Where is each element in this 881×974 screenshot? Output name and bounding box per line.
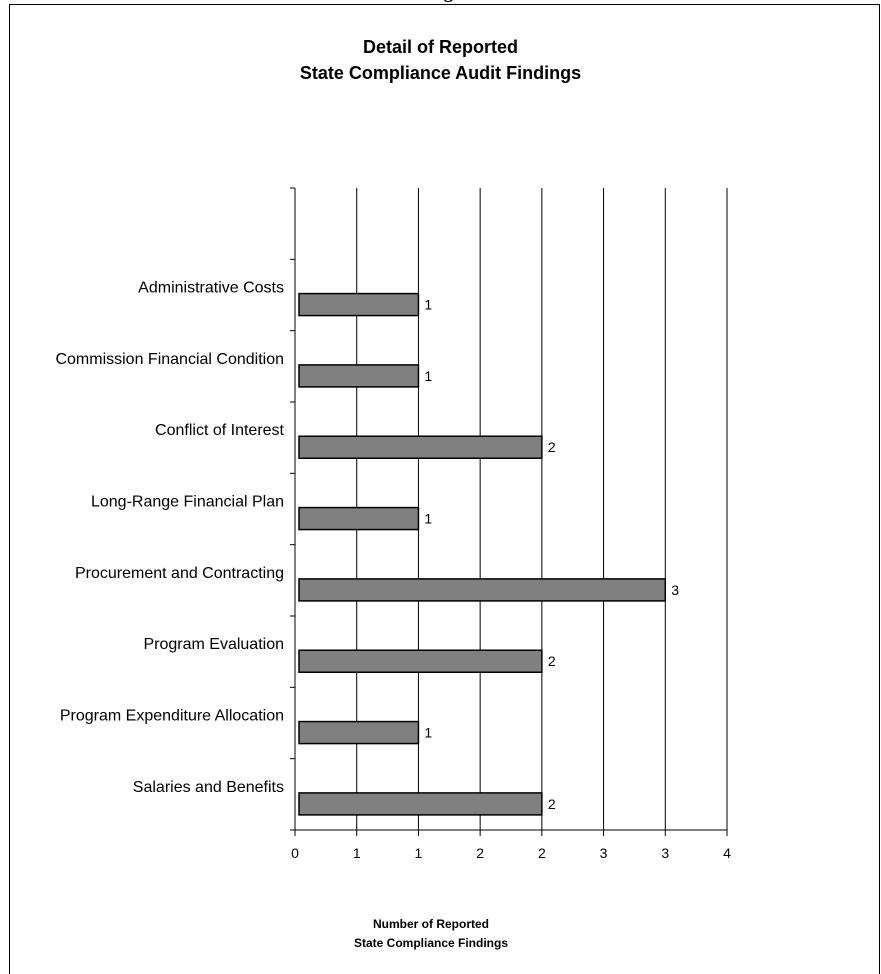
category-label: Program Evaluation [143,636,284,653]
bars [298,292,667,816]
x-axis-title: Number of Reported State Compliance Find… [311,915,551,953]
bar-7 [298,792,543,816]
x-tick-label: 2 [538,845,546,861]
bar-1 [298,364,420,388]
data-label: 1 [424,725,432,741]
x-tick-label: 2 [476,845,484,861]
data-label: 2 [548,796,556,812]
category-label: Procurement and Contracting [75,565,284,582]
data-label: 3 [671,582,679,598]
x-tick-label: 1 [353,845,361,861]
bar-3 [298,506,420,531]
chart-frame [9,4,880,974]
data-label: 2 [548,653,556,669]
x-tick-label: 3 [661,845,669,861]
chart-title-line-2: State Compliance Audit Findings [299,63,582,83]
category-label: Administrative Costs [138,280,284,297]
x-tick-label: 1 [415,845,423,861]
data-label: 1 [424,297,432,313]
data-label: 2 [548,439,556,455]
chart-title-line-1: Detail of Reported [362,37,518,57]
bar-4 [298,578,667,602]
bar-6 [298,720,420,745]
labels: 0 1 1 2 2 3 3 4 Administrative Costs 1 Commission … [55,280,731,861]
bar-5 [298,649,543,673]
page-caption-fragment: ing [0,0,881,4]
category-label: Long-Range Financial Plan [91,494,284,511]
category-label: Program Expenditure Allocation [60,708,284,725]
chart-title: Detail of Reported State Compliance Audi… [0,34,881,86]
data-label: 1 [424,368,432,384]
data-label: 1 [424,511,432,527]
axes [290,187,728,836]
bar-2 [298,435,543,459]
category-label: Conflict of Interest [155,422,285,439]
x-axis-title-line-1: Number of Reported [372,917,489,931]
x-axis-title-line-2: State Compliance Findings [353,936,509,950]
category-label: Salaries and Benefits [133,779,284,796]
category-label: Commission Financial Condition [55,351,284,368]
bar-0 [298,292,420,317]
x-tick-label: 0 [291,845,299,861]
x-tick-label: 3 [600,845,608,861]
x-tick-label: 4 [723,845,731,861]
